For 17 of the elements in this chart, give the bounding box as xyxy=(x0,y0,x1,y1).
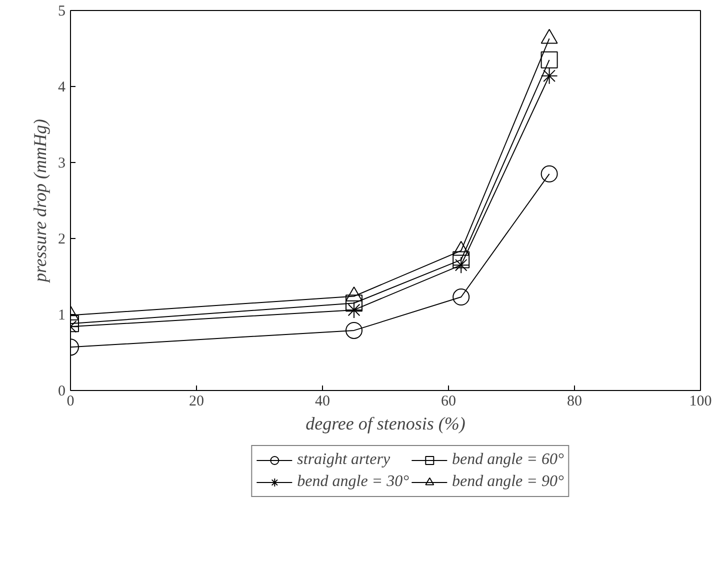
legend-label: bend angle = 30° xyxy=(297,473,409,491)
x-tick-label: 60 xyxy=(441,394,456,410)
legend-label: straight artery xyxy=(297,451,390,469)
y-tick-label: 1 xyxy=(58,308,66,324)
y-tick-label: 3 xyxy=(58,156,66,172)
x-tick-label: 20 xyxy=(189,394,204,410)
y-tick-label: 5 xyxy=(58,4,66,20)
y-tick-label: 0 xyxy=(58,384,66,400)
x-tick-label: 40 xyxy=(315,394,330,410)
legend-label: bend angle = 60° xyxy=(452,451,564,469)
x-tick-label: 100 xyxy=(689,394,712,410)
x-axis-title: degree of stenosis (%) xyxy=(306,414,466,434)
legend-label: bend angle = 90° xyxy=(452,473,564,491)
y-tick-label: 4 xyxy=(58,80,66,96)
x-tick-label: 80 xyxy=(567,394,582,410)
y-tick-label: 2 xyxy=(58,232,66,248)
y-axis-title: pressure drop (mmHg) xyxy=(30,119,50,284)
